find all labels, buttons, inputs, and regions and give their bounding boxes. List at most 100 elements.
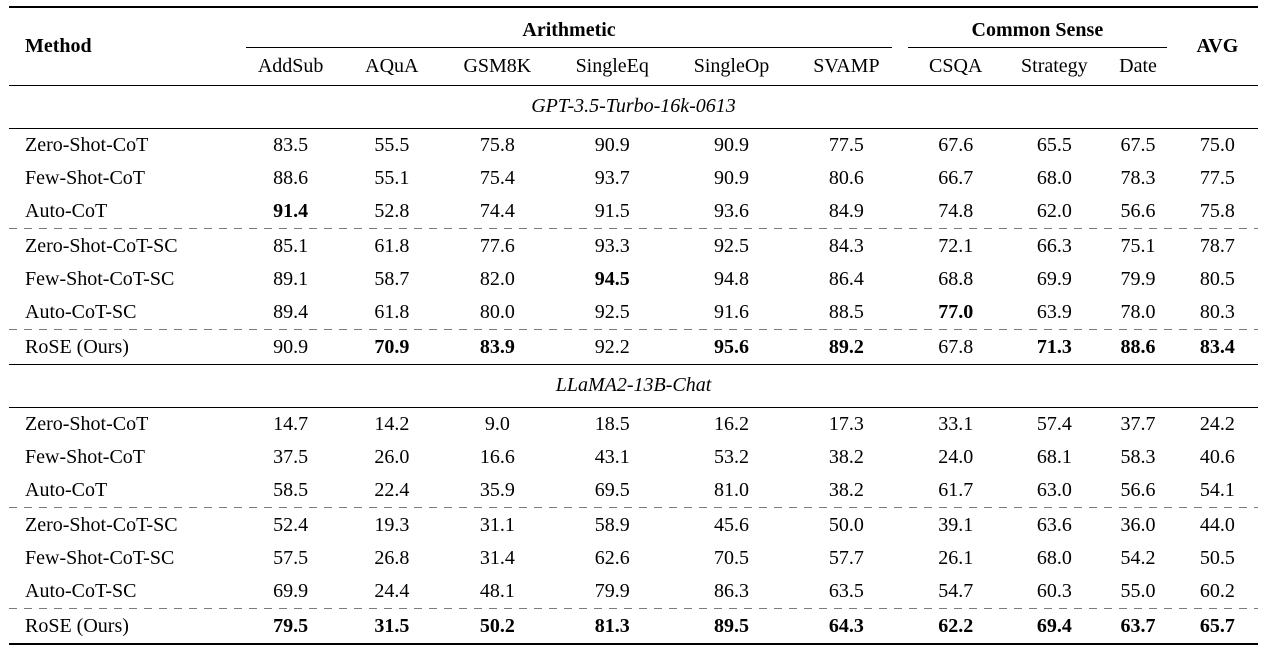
dashed-divider [9, 227, 1258, 230]
score-cell: 16.2 [714, 412, 749, 435]
dataset-header-aqua: AQuA [341, 48, 443, 86]
score-cell: 82.0 [479, 267, 515, 290]
score-cell: 84.3 [828, 234, 864, 257]
score-cell: 16.6 [479, 445, 515, 468]
table-row: Few-Shot-CoT 88.6 55.1 75.4 93.7 90.9 80.6 66.7… [9, 162, 1258, 195]
score-cell: 86.3 [714, 579, 749, 602]
score-cell: 77.5 [828, 133, 864, 156]
score-cell: 63.6 [1036, 513, 1072, 536]
score-cell: 60.2 [1199, 579, 1235, 602]
dataset-header-row: AddSub AQuA GSM8K SingleEq SingleOp SVAM… [9, 48, 1258, 86]
score-cell: 72.1 [938, 234, 974, 257]
table-row: RoSE (Ours) 90.9 70.9 83.9 92.2 95.6 89.2 67.8 7… [9, 331, 1258, 365]
dataset-header-singleeq: SingleEq [552, 48, 673, 86]
score-cell: 71.3 [1036, 335, 1072, 358]
score-cell: 40.6 [1199, 445, 1235, 468]
dashed-divider-row [9, 607, 1258, 610]
score-cell: 66.3 [1036, 234, 1072, 257]
table-row: Zero-Shot-CoT-SC 85.1 61.8 77.6 93.3 92.5 84.3… [9, 230, 1258, 263]
table-row: Few-Shot-CoT-SC 57.5 26.8 31.4 62.6 70.5 57.7 2… [9, 542, 1258, 575]
score-cell: 89.1 [273, 267, 309, 290]
table-row: Auto-CoT-SC 69.9 24.4 48.1 79.9 86.3 63.5 54.7 6… [9, 575, 1258, 608]
score-cell: 79.9 [594, 579, 630, 602]
score-cell: 61.7 [938, 478, 974, 501]
score-cell: 88.6 [273, 166, 309, 189]
score-cell: 31.1 [479, 513, 515, 536]
dataset-header-strategy: Strategy [1009, 48, 1100, 86]
score-cell: 57.4 [1036, 412, 1072, 435]
score-cell: 67.5 [1120, 133, 1156, 156]
table-row: Few-Shot-CoT 37.5 26.0 16.6 43.1 53.2 38.2 24.0… [9, 441, 1258, 474]
score-cell: 95.6 [714, 335, 749, 358]
method-name: RoSE (Ours) [25, 614, 129, 637]
score-cell: 89.2 [828, 335, 864, 358]
score-cell: 70.9 [374, 335, 410, 358]
score-cell: 77.0 [938, 300, 974, 323]
section-title-row: GPT-3.5-Turbo-16k-0613 [9, 85, 1258, 129]
score-cell: 62.2 [938, 614, 974, 637]
score-cell: 94.5 [594, 267, 630, 290]
score-cell: 56.6 [1120, 199, 1156, 222]
score-cell: 68.0 [1036, 546, 1072, 569]
score-cell: 89.4 [273, 300, 309, 323]
score-cell: 68.0 [1036, 166, 1072, 189]
score-cell: 55.5 [374, 133, 410, 156]
method-name: Zero-Shot-CoT-SC [25, 234, 178, 257]
score-cell: 92.2 [594, 335, 630, 358]
score-cell: 67.8 [938, 335, 974, 358]
avg-column-header: AVG [1176, 7, 1258, 86]
score-cell: 55.0 [1120, 579, 1156, 602]
score-cell: 92.5 [594, 300, 630, 323]
table-body: GPT-3.5-Turbo-16k-0613 Zero-Shot-CoT 83.5 5… [9, 85, 1258, 644]
table-row: Few-Shot-CoT-SC 89.1 58.7 82.0 94.5 94.8 86.4 6… [9, 263, 1258, 296]
score-cell: 58.3 [1120, 445, 1156, 468]
score-cell: 64.3 [828, 614, 864, 637]
score-cell: 55.1 [374, 166, 410, 189]
dataset-header-csqa: CSQA [901, 48, 1010, 86]
method-name: Auto-CoT [25, 199, 108, 222]
score-cell: 88.6 [1120, 335, 1156, 358]
table-row: Auto-CoT 58.5 22.4 35.9 69.5 81.0 38.2 61.7 63.0… [9, 474, 1258, 507]
dashed-divider-row [9, 328, 1258, 331]
score-cell: 79.5 [273, 614, 309, 637]
section-title: GPT-3.5-Turbo-16k-0613 [9, 85, 1258, 129]
score-cell: 56.6 [1120, 478, 1156, 501]
group-header-row: Method Arithmetic Common Sense AVG [9, 7, 1258, 86]
score-cell: 70.5 [714, 546, 749, 569]
score-cell: 52.8 [374, 199, 410, 222]
score-cell: 57.7 [828, 546, 864, 569]
score-cell: 54.7 [938, 579, 974, 602]
score-cell: 63.9 [1036, 300, 1072, 323]
score-cell: 75.8 [479, 133, 515, 156]
score-cell: 50.0 [828, 513, 864, 536]
score-cell: 90.9 [273, 335, 309, 358]
score-cell: 19.3 [374, 513, 410, 536]
score-cell: 69.4 [1036, 614, 1072, 637]
score-cell: 63.5 [828, 579, 864, 602]
score-cell: 81.0 [714, 478, 749, 501]
score-cell: 18.5 [594, 412, 630, 435]
score-cell: 35.9 [479, 478, 515, 501]
score-cell: 88.5 [828, 300, 864, 323]
score-cell: 31.4 [479, 546, 515, 569]
score-cell: 9.0 [484, 412, 510, 435]
score-cell: 65.5 [1036, 133, 1072, 156]
score-cell: 60.3 [1036, 579, 1072, 602]
method-name: Few-Shot-CoT-SC [25, 546, 175, 569]
score-cell: 91.4 [273, 199, 309, 222]
score-cell: 92.5 [714, 234, 749, 257]
score-cell: 84.9 [828, 199, 864, 222]
method-name: RoSE (Ours) [25, 335, 129, 358]
table-row: Auto-CoT-SC 89.4 61.8 80.0 92.5 91.6 88.5 77.0 6… [9, 296, 1258, 329]
score-cell: 93.7 [594, 166, 630, 189]
score-cell: 31.5 [374, 614, 410, 637]
score-cell: 74.8 [938, 199, 974, 222]
table-row: RoSE (Ours) 79.5 31.5 50.2 81.3 89.5 64.3 62.2 6… [9, 610, 1258, 644]
score-cell: 75.1 [1120, 234, 1156, 257]
score-cell: 69.9 [1036, 267, 1072, 290]
method-name: Zero-Shot-CoT [25, 133, 149, 156]
score-cell: 66.7 [938, 166, 974, 189]
section-title-row: LLaMA2-13B-Chat [9, 363, 1258, 408]
score-cell: 79.9 [1120, 267, 1156, 290]
score-cell: 93.3 [594, 234, 630, 257]
